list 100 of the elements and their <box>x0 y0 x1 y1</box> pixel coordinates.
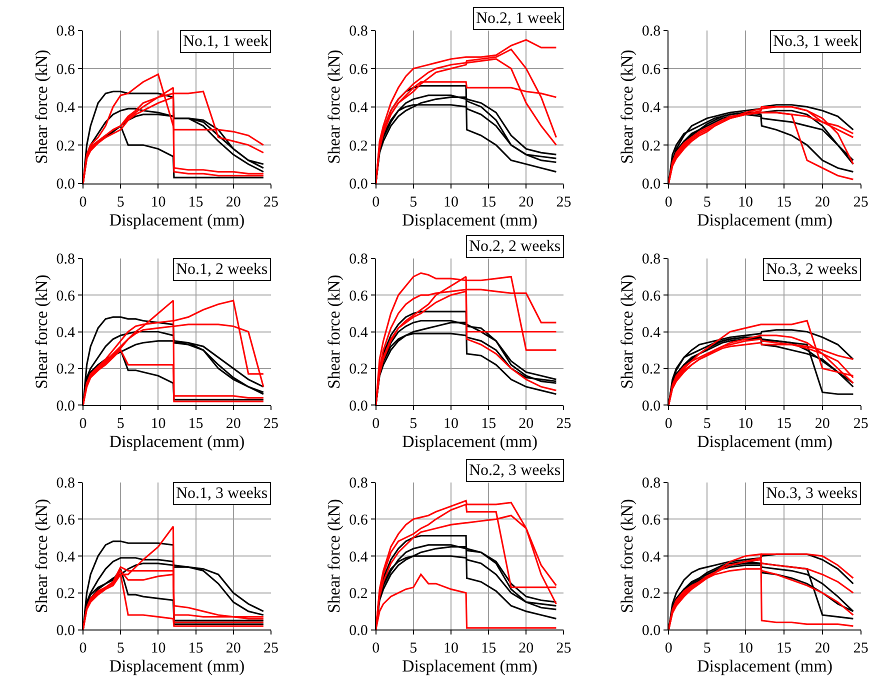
y-tick-label: 0.2 <box>349 586 368 602</box>
x-axis-title: Displacement (mm) <box>402 656 538 676</box>
y-tick-label: 0.8 <box>349 476 368 492</box>
x-axis-title: Displacement (mm) <box>109 432 245 452</box>
y-axis-title: Shear force (kN) <box>32 498 51 614</box>
x-tick-label: 15 <box>188 640 204 657</box>
x-tick-label: 10 <box>738 640 754 657</box>
chart-title: No.2, 3 weeks <box>469 462 561 479</box>
x-tick-label: 20 <box>814 416 830 432</box>
y-tick-label: 0.2 <box>642 586 661 602</box>
x-tick-label: 25 <box>556 194 572 210</box>
x-tick-label: 15 <box>188 194 204 210</box>
x-tick-label: 25 <box>263 194 278 210</box>
x-tick-label: 25 <box>853 416 868 432</box>
y-tick-label: 0.2 <box>642 362 661 378</box>
y-tick-label: 0.0 <box>56 623 76 639</box>
y-tick-label: 0.2 <box>349 138 368 154</box>
x-tick-label: 20 <box>226 194 241 210</box>
y-tick-label: 0.0 <box>642 398 661 414</box>
x-tick-label: 20 <box>518 194 534 210</box>
y-axis-title: Shear force (kN) <box>324 498 344 614</box>
chart-title: No.2, 2 weeks <box>469 238 561 255</box>
x-tick-label: 0 <box>79 194 87 210</box>
y-tick-label: 0.0 <box>349 623 368 639</box>
chart-title: No.3, 2 weeks <box>766 261 858 278</box>
y-tick-label: 0.0 <box>642 176 661 193</box>
chart-title: No.3, 3 weeks <box>766 485 858 502</box>
y-tick-label: 0.8 <box>56 24 76 40</box>
x-tick-label: 20 <box>518 640 534 657</box>
y-tick-label: 0.6 <box>642 288 662 304</box>
y-axis-title: Shear force (kN) <box>32 274 51 389</box>
x-tick-label: 10 <box>150 194 166 210</box>
y-tick-label: 0.6 <box>642 62 662 78</box>
x-tick-label: 15 <box>481 416 496 432</box>
y-tick-label: 0.6 <box>56 288 76 304</box>
y-tick-label: 0.0 <box>56 398 76 414</box>
y-tick-label: 0.8 <box>349 24 368 40</box>
x-axis-title: Displacement (mm) <box>697 210 832 230</box>
x-tick-label: 5 <box>703 416 711 432</box>
y-axis-title: Shear force (kN) <box>324 274 344 389</box>
y-tick-label: 0.6 <box>349 288 368 304</box>
x-tick-label: 25 <box>853 194 868 210</box>
x-tick-label: 5 <box>410 194 418 210</box>
x-tick-label: 0 <box>79 640 87 657</box>
x-axis-title: Displacement (mm) <box>402 432 538 452</box>
y-tick-label: 0.0 <box>56 176 76 193</box>
x-tick-label: 15 <box>481 194 496 210</box>
x-tick-label: 5 <box>703 640 711 657</box>
y-tick-label: 0.2 <box>56 362 76 378</box>
y-tick-label: 0.4 <box>642 325 662 342</box>
y-tick-label: 0.8 <box>642 24 661 40</box>
x-tick-label: 10 <box>738 416 754 432</box>
y-axis-title: Shear force (kN) <box>324 50 344 164</box>
x-tick-label: 25 <box>263 640 278 657</box>
y-tick-label: 0.2 <box>349 362 368 378</box>
y-tick-label: 0.8 <box>642 252 661 268</box>
x-tick-label: 25 <box>263 416 278 432</box>
y-tick-label: 0.6 <box>642 512 662 528</box>
x-tick-label: 25 <box>556 416 572 432</box>
y-axis-title: Shear force (kN) <box>32 50 51 164</box>
x-tick-label: 15 <box>188 416 204 432</box>
y-axis-title: Shear force (kN) <box>617 498 636 614</box>
x-tick-label: 20 <box>518 416 534 432</box>
chart-title: No.2, 1 week <box>476 10 562 27</box>
x-tick-label: 10 <box>150 416 166 432</box>
y-tick-label: 0.8 <box>56 252 76 268</box>
x-tick-label: 10 <box>443 194 458 210</box>
x-tick-label: 0 <box>664 640 672 657</box>
x-tick-label: 5 <box>703 194 711 210</box>
x-tick-label: 5 <box>116 416 124 432</box>
y-tick-label: 0.2 <box>56 586 76 602</box>
y-tick-label: 0.8 <box>349 252 368 268</box>
x-axis-title: Displacement (mm) <box>109 210 245 230</box>
x-axis-title: Displacement (mm) <box>402 210 538 230</box>
x-tick-label: 15 <box>776 194 792 210</box>
y-tick-label: 0.4 <box>349 325 368 342</box>
x-axis-title: Displacement (mm) <box>109 656 245 676</box>
x-tick-label: 5 <box>116 640 124 657</box>
x-tick-label: 0 <box>664 194 672 210</box>
x-tick-label: 20 <box>814 194 830 210</box>
x-tick-label: 0 <box>372 640 380 657</box>
chart-title: No.3, 1 week <box>773 33 858 50</box>
y-tick-label: 0.6 <box>56 512 76 528</box>
x-axis-title: Displacement (mm) <box>697 656 832 676</box>
x-tick-label: 10 <box>443 640 458 657</box>
y-tick-label: 0.0 <box>642 623 661 639</box>
chart-title: No.1, 2 weeks <box>176 261 268 278</box>
x-tick-label: 0 <box>372 194 380 210</box>
y-tick-label: 0.4 <box>349 100 368 116</box>
y-tick-label: 0.4 <box>56 325 76 342</box>
y-tick-label: 0.0 <box>349 176 368 193</box>
x-tick-label: 10 <box>150 640 166 657</box>
y-tick-label: 0.4 <box>56 100 76 116</box>
x-tick-label: 5 <box>410 640 418 657</box>
y-tick-label: 0.2 <box>56 138 76 154</box>
y-tick-label: 0.6 <box>349 62 368 78</box>
x-tick-label: 0 <box>372 416 380 432</box>
x-tick-label: 0 <box>79 416 87 432</box>
y-tick-label: 0.4 <box>642 549 662 566</box>
x-tick-label: 5 <box>410 416 418 432</box>
